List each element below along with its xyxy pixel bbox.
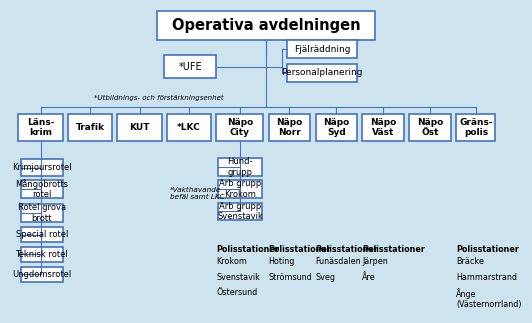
Text: Polisstationer: Polisstationer xyxy=(217,245,279,255)
Text: Järpen: Järpen xyxy=(362,257,388,266)
Text: Östersund: Östersund xyxy=(217,288,257,297)
FancyBboxPatch shape xyxy=(68,114,112,141)
Text: Näpo
Norr: Näpo Norr xyxy=(276,118,303,137)
Text: Näpo
Syd: Näpo Syd xyxy=(323,118,350,137)
FancyBboxPatch shape xyxy=(287,64,357,82)
Text: Special rotel: Special rotel xyxy=(15,230,68,239)
Text: Polisstationer: Polisstationer xyxy=(315,245,378,255)
Text: Hammarstrand: Hammarstrand xyxy=(456,273,517,282)
FancyBboxPatch shape xyxy=(362,114,404,141)
Text: Arb grupp
Svenstavik: Arb grupp Svenstavik xyxy=(217,202,263,221)
FancyBboxPatch shape xyxy=(21,181,63,198)
FancyBboxPatch shape xyxy=(21,266,63,282)
Text: Hund-
grupp: Hund- grupp xyxy=(228,157,253,177)
Text: Hoting: Hoting xyxy=(269,257,295,266)
FancyBboxPatch shape xyxy=(217,114,263,141)
FancyBboxPatch shape xyxy=(18,114,63,141)
Text: Polisstationer: Polisstationer xyxy=(269,245,331,255)
Text: Personalplanering: Personalplanering xyxy=(281,68,363,78)
FancyBboxPatch shape xyxy=(21,247,63,262)
FancyBboxPatch shape xyxy=(218,181,262,198)
Text: Gräns-
polis: Gräns- polis xyxy=(459,118,493,137)
Text: *Utbildnings- och förstärkningsenhet: *Utbildnings- och förstärkningsenhet xyxy=(94,95,223,101)
FancyBboxPatch shape xyxy=(409,114,451,141)
Text: Svenstavik: Svenstavik xyxy=(217,273,260,282)
Text: *Vakthavande
befäl samt LKC: *Vakthavande befäl samt LKC xyxy=(170,187,224,200)
Text: Arb grupp
Krokom: Arb grupp Krokom xyxy=(219,180,261,199)
FancyBboxPatch shape xyxy=(287,40,357,58)
Text: *LKC: *LKC xyxy=(177,123,201,132)
FancyBboxPatch shape xyxy=(218,203,262,220)
FancyBboxPatch shape xyxy=(164,56,217,78)
Text: Fjälräddning: Fjälräddning xyxy=(294,45,350,54)
Text: Mångobrotts
rotel: Mångobrotts rotel xyxy=(15,179,68,199)
FancyBboxPatch shape xyxy=(269,114,310,141)
FancyBboxPatch shape xyxy=(118,114,162,141)
Text: Åre: Åre xyxy=(362,273,376,282)
Text: Polisstationer: Polisstationer xyxy=(362,245,425,255)
FancyBboxPatch shape xyxy=(156,11,376,40)
Text: Krokom: Krokom xyxy=(217,257,247,266)
Text: Ånge
(Västernorrland): Ånge (Västernorrland) xyxy=(456,288,522,309)
FancyBboxPatch shape xyxy=(21,204,63,222)
FancyBboxPatch shape xyxy=(456,114,495,141)
Text: Bräcke: Bräcke xyxy=(456,257,484,266)
FancyBboxPatch shape xyxy=(21,159,63,176)
Text: Strömsund: Strömsund xyxy=(269,273,312,282)
FancyBboxPatch shape xyxy=(167,114,211,141)
Text: Näpo
Öst: Näpo Öst xyxy=(417,118,443,137)
FancyBboxPatch shape xyxy=(315,114,357,141)
Text: Teknisk rotel: Teknisk rotel xyxy=(15,250,68,259)
FancyBboxPatch shape xyxy=(21,227,63,242)
Text: Funäsdalen: Funäsdalen xyxy=(315,257,361,266)
FancyBboxPatch shape xyxy=(218,158,262,176)
Text: KUT: KUT xyxy=(129,123,150,132)
Text: Näpo
City: Näpo City xyxy=(227,118,253,137)
Text: Ungdomsrotel: Ungdomsrotel xyxy=(12,270,71,279)
Text: Operativa avdelningen: Operativa avdelningen xyxy=(172,18,360,33)
Text: Näpo
Väst: Näpo Väst xyxy=(370,118,396,137)
Text: Polisstationer: Polisstationer xyxy=(456,245,519,255)
Text: Krimjoursrotel: Krimjoursrotel xyxy=(12,163,72,172)
Text: Rotel grova
brott: Rotel grova brott xyxy=(18,203,66,223)
Text: Trafik: Trafik xyxy=(76,123,105,132)
Text: *UFE: *UFE xyxy=(179,62,202,71)
Text: Läns-
krim: Läns- krim xyxy=(27,118,54,137)
Text: Sveg: Sveg xyxy=(315,273,336,282)
